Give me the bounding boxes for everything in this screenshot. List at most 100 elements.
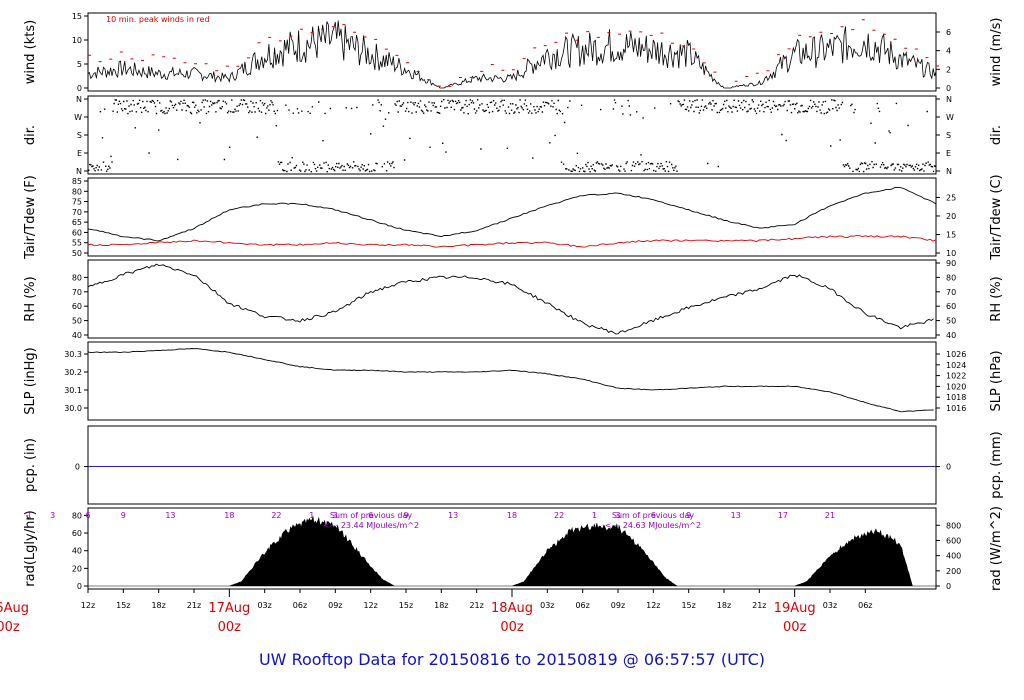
- y-tick-label-right: 0: [946, 463, 951, 472]
- y-tick-label-right: N: [946, 167, 952, 176]
- panel-frame: [87, 95, 937, 175]
- x-tick-label: 15z: [116, 601, 130, 610]
- x-tick-label: 18z: [717, 601, 731, 610]
- rad-hour-label: 9: [403, 511, 408, 520]
- y-tick-label-right: 90: [946, 259, 956, 268]
- y-axis-label-right: Tair/Tdew (C): [989, 174, 1004, 260]
- y-tick-label-right: 1016: [946, 404, 966, 413]
- rad-hour-label: 13: [165, 511, 175, 520]
- radiation-area: [88, 515, 936, 587]
- day-label-z: 00z: [500, 620, 524, 635]
- y-tick-label-right: 1024: [946, 361, 966, 370]
- y-tick-label-left: 80: [72, 511, 82, 520]
- rad-hour-label: 13: [731, 511, 741, 520]
- rad-hour-label: 18: [507, 511, 517, 520]
- y-tick-label-left: 50: [72, 249, 82, 258]
- panel-dir: dir. dir.N NE ES SW WN N: [23, 95, 1004, 176]
- x-tick-label: 18z: [434, 601, 448, 610]
- panel-frame: [87, 341, 937, 421]
- y-axis-label-left: rad(Lgly/hr): [23, 510, 38, 586]
- y-tick-label-left: W: [74, 113, 82, 122]
- y-tick-label-left: E: [77, 149, 82, 158]
- rad-hour-label: 1: [592, 511, 597, 520]
- y-tick-label-left: 15: [72, 12, 82, 21]
- panel-frame: [87, 425, 937, 505]
- y-tick-label-right: S: [946, 131, 951, 140]
- time-axis: 12z 15z 18z 21z 03z 06z 09z 12z 15z 18z 21z 03z 06z 0…: [0, 589, 873, 635]
- rad-hour-label: 17: [778, 511, 788, 520]
- y-tick-label-left: 65: [72, 218, 82, 227]
- y-axis-label-left: SLP (inHg): [23, 347, 38, 415]
- y-tick-label-right: 1026: [946, 350, 966, 359]
- rh-series-line: [87, 263, 934, 335]
- y-tick-label-left: 40: [72, 547, 82, 556]
- rad-hour-label: 22: [554, 511, 564, 520]
- y-axis-label-right: pcp. (mm): [989, 431, 1004, 498]
- panel-wind: wind (kts) wind (m/s) 0 5 10 15 0 2 4 6 10 min. pe…: [23, 12, 1004, 93]
- wind-annotation: 10 min. peak winds in red: [106, 15, 210, 24]
- x-tick-label: 03z: [823, 601, 837, 610]
- y-tick-label-left: N: [76, 167, 82, 176]
- rad-sum-annotation-line2: <--- 24.63 MJoules/m^2: [605, 521, 701, 530]
- x-tick-label: 15z: [399, 601, 413, 610]
- wind-series-line: [87, 20, 937, 89]
- x-tick-label: 18z: [151, 601, 165, 610]
- y-tick-label-left: 55: [72, 239, 82, 248]
- y-tick-label-right: 1018: [946, 393, 966, 402]
- x-tick-label: 06z: [575, 601, 589, 610]
- y-axis-label-left: RH (%): [23, 276, 38, 321]
- panel-pcp: pcp. (in) pcp. (mm) 0 0: [23, 425, 1004, 505]
- y-tick-label-right: 60: [946, 302, 956, 311]
- y-tick-label-left: 70: [72, 288, 82, 297]
- y-tick-label-right: W: [946, 113, 954, 122]
- y-axis-label-left: wind (kts): [23, 20, 38, 84]
- panel-rad: rad(Lgly/hr) rad (W/m^2)02040608002004006…: [23, 506, 1004, 591]
- panel-slp: SLP (inHg) SLP (hPa) 30.0 30.1 30.2 30.3 1016 1…: [23, 341, 1004, 421]
- y-tick-label-left: N: [76, 95, 82, 104]
- y-tick-label-left: 0: [77, 84, 82, 93]
- y-axis-label-right: RH (%): [989, 276, 1004, 321]
- y-tick-label-left: 5: [77, 60, 82, 69]
- x-tick-label: 15z: [681, 601, 695, 610]
- x-tick-label: 09z: [328, 601, 342, 610]
- rad-hour-label: 1: [27, 511, 32, 520]
- y-tick-label-left: 60: [72, 228, 82, 237]
- x-tick-label: 09z: [611, 601, 625, 610]
- chart-title: UW Rooftop Data for 20150816 to 20150819…: [259, 650, 765, 669]
- y-tick-label-left: S: [77, 131, 82, 140]
- x-tick-label: 21z: [469, 601, 483, 610]
- rad-hour-label: 9: [121, 511, 126, 520]
- y-tick-label-right: 50: [946, 317, 956, 326]
- y-tick-label-left: 20: [72, 564, 82, 573]
- y-tick-label-left: 50: [72, 317, 82, 326]
- rad-hour-label: 21: [825, 511, 835, 520]
- x-tick-label: 03z: [540, 601, 554, 610]
- y-tick-label-right: 70: [946, 288, 956, 297]
- rad-hour-label: 18: [224, 511, 234, 520]
- y-axis-label-right: dir.: [989, 125, 1004, 145]
- y-axis-label-left: Tair/Tdew (F): [23, 175, 38, 260]
- panel-frame: [87, 259, 937, 339]
- direction-points: [88, 99, 937, 173]
- y-tick-label-right: 800: [946, 521, 961, 530]
- y-tick-label-left: 60: [72, 529, 82, 538]
- slp-series-line: [87, 348, 934, 413]
- y-axis-label-right: wind (m/s): [989, 18, 1004, 87]
- rad-hour-label: 22: [271, 511, 281, 520]
- day-label-z: 00z: [218, 620, 242, 635]
- y-tick-label-right: N: [946, 95, 952, 104]
- y-tick-label-left: 40: [72, 331, 82, 340]
- y-tick-label-left: 0: [77, 582, 82, 591]
- tdew-series-line: [87, 235, 937, 248]
- y-tick-label-left: 85: [72, 177, 82, 186]
- x-tick-label: 21z: [752, 601, 766, 610]
- y-tick-label-left: 30.1: [64, 386, 82, 395]
- y-tick-label-right: 1020: [946, 382, 966, 391]
- rad-hour-label: 3: [333, 511, 338, 520]
- y-tick-label-left: 70: [72, 208, 82, 217]
- panel-rh: RH (%) RH (%) 40 50 60 70 80 40 50 60 70 80 90: [23, 259, 1004, 340]
- panel-frame: [87, 507, 937, 590]
- y-tick-label-right: 80: [946, 273, 956, 282]
- y-tick-label-right: 600: [946, 536, 961, 545]
